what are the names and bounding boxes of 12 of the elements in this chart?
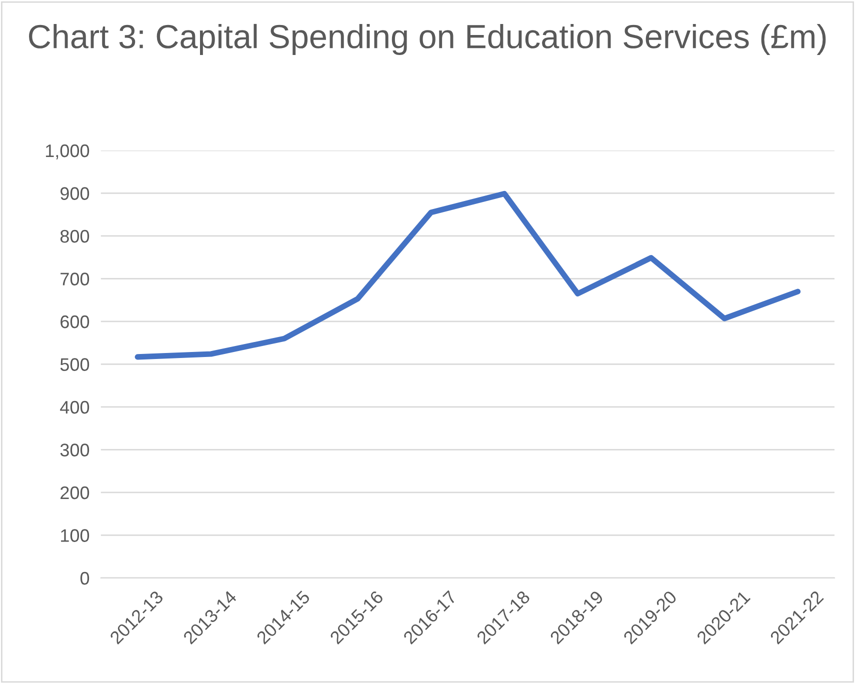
y-tick-label: 100 — [61, 529, 90, 542]
y-tick-label: 500 — [60, 358, 90, 371]
y-tick-label: 400 — [60, 400, 90, 414]
y-tick-label: 300 — [60, 444, 90, 456]
y-tick-label: 600 — [60, 315, 90, 328]
y-tick-label: 0 — [80, 572, 90, 585]
y-tick-label: 1,000 — [46, 144, 90, 160]
y-tick-label: 200 — [60, 486, 90, 500]
chart-title: Chart 3: Capital Spending on Education Services (£m) — [29, 24, 826, 56]
y-tick-label: 700 — [60, 272, 90, 286]
y-tick-label: 900 — [60, 187, 90, 200]
y-tick-label: 800 — [60, 230, 90, 243]
